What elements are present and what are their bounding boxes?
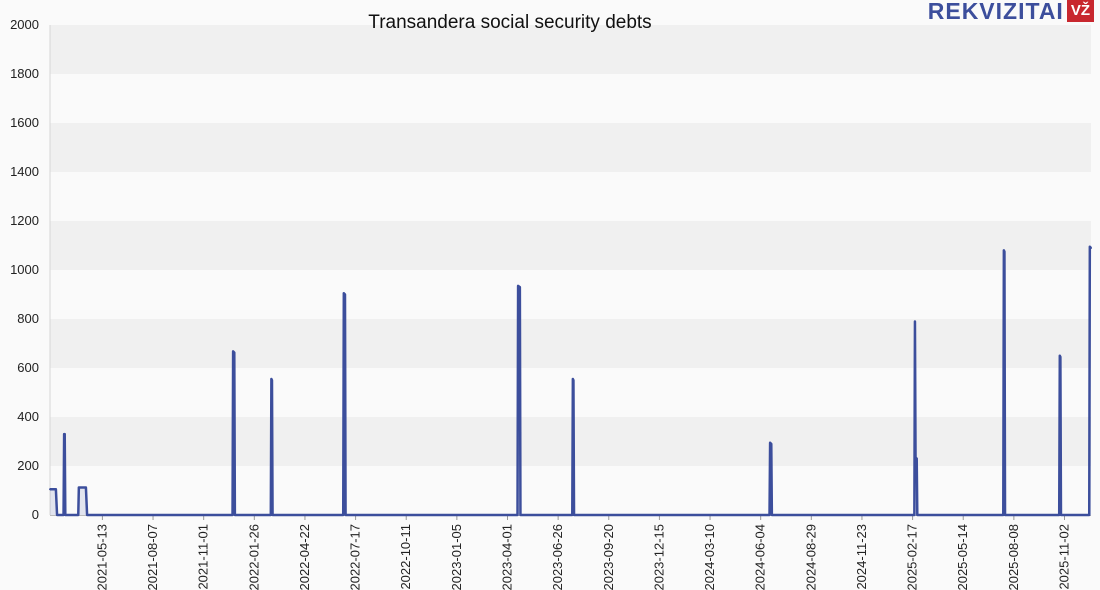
data-point — [518, 286, 521, 289]
data-point — [1058, 514, 1061, 516]
y-tick-label: 800 — [17, 311, 39, 326]
x-tick-label: 2021-11-01 — [196, 524, 211, 590]
data-point — [233, 351, 236, 354]
data-point — [86, 514, 89, 516]
grid-bands — [50, 25, 1091, 515]
data-point — [573, 514, 576, 516]
data-point — [63, 433, 66, 436]
brand-logo-text: REKVIZITAI — [927, 0, 1064, 24]
x-tick-label: 2025-05-14 — [955, 524, 970, 590]
grid-band — [50, 123, 1091, 172]
x-tick-label: 2024-03-10 — [702, 524, 717, 590]
data-point — [54, 488, 57, 491]
data-point — [62, 514, 65, 516]
data-point — [231, 514, 234, 516]
x-tick-label: 2024-08-29 — [803, 524, 818, 590]
grid-band — [50, 172, 1091, 221]
data-point — [77, 486, 80, 489]
data-point — [572, 379, 575, 382]
data-point — [770, 442, 773, 445]
x-tick-label: 2023-01-05 — [449, 524, 464, 590]
grid-band — [50, 270, 1091, 319]
data-point — [49, 488, 51, 491]
data-point — [915, 457, 918, 460]
data-point — [64, 514, 67, 516]
y-tick-label: 2000 — [10, 17, 39, 32]
data-point — [1003, 250, 1006, 253]
data-point — [768, 514, 771, 516]
data-point — [516, 514, 519, 516]
data-point — [344, 514, 347, 516]
x-tick-label: 2022-07-17 — [348, 524, 363, 590]
x-tick-label: 2025-08-08 — [1006, 524, 1021, 590]
x-tick-label: 2022-04-22 — [297, 524, 312, 590]
data-point — [233, 514, 236, 516]
x-tick-label: 2023-12-15 — [651, 524, 666, 590]
data-point — [519, 514, 522, 516]
data-point — [1004, 514, 1007, 516]
y-axis: 0 200 400 600 800 1000 1200 1400 1600 1800 2000 — [10, 17, 51, 522]
x-tick-label: 2024-11-23 — [854, 524, 869, 590]
x-tick-label: 2022-10-11 — [398, 524, 413, 590]
x-tick-label: 2021-05-13 — [94, 524, 109, 590]
data-point — [913, 514, 916, 516]
data-point — [269, 514, 272, 516]
y-tick-label: 600 — [17, 360, 39, 375]
data-point — [343, 293, 346, 296]
data-point — [916, 514, 919, 516]
x-tick-label: 2023-09-20 — [601, 524, 616, 590]
data-point — [770, 514, 773, 516]
x-tick-label: 2024-06-04 — [753, 524, 768, 590]
data-point — [271, 514, 274, 516]
grid-band — [50, 466, 1091, 515]
data-point — [77, 514, 80, 516]
x-tick-label: 2023-06-26 — [550, 524, 565, 590]
data-point — [1088, 514, 1091, 516]
data-point — [1090, 246, 1092, 249]
x-tick-label: 2025-11-02 — [1057, 524, 1072, 590]
grid-band — [50, 25, 1091, 74]
x-tick-label: 2022-01-26 — [246, 524, 261, 590]
y-tick-label: 1000 — [10, 262, 39, 277]
y-tick-label: 1800 — [10, 66, 39, 81]
y-tick-label: 200 — [17, 458, 39, 473]
y-tick-label: 400 — [17, 409, 39, 424]
grid-band — [50, 221, 1091, 270]
plot-area — [49, 245, 1092, 517]
y-tick-label: 1400 — [10, 164, 39, 179]
x-tick-label: 2021-08-07 — [145, 524, 160, 590]
data-point — [571, 514, 574, 516]
data-point — [84, 486, 87, 489]
y-tick-label: 1600 — [10, 115, 39, 130]
data-point — [270, 379, 273, 382]
data-point — [913, 320, 916, 323]
y-tick-label: 1200 — [10, 213, 39, 228]
brand-logo[interactable]: REKVIZITAI VŽ — [927, 0, 1094, 24]
grid-band — [50, 417, 1091, 466]
data-point — [1059, 514, 1062, 516]
data-point — [517, 284, 520, 287]
grid-band — [50, 74, 1091, 123]
data-point — [1059, 355, 1062, 358]
data-point — [342, 514, 345, 516]
x-axis: 2021-05-13 2021-08-07 2021-11-01 2022-01-26… — [50, 515, 1091, 590]
chart-title: Transandera social security debts — [368, 12, 652, 33]
data-point — [56, 514, 59, 516]
brand-logo-badge: VŽ — [1066, 0, 1094, 22]
y-tick-label: 0 — [32, 507, 39, 522]
x-tick-label: 2023-04-01 — [499, 524, 514, 590]
grid-band — [50, 368, 1091, 417]
data-point — [1002, 514, 1005, 516]
x-tick-label: 2025-02-17 — [905, 524, 920, 590]
grid-band — [50, 319, 1091, 368]
